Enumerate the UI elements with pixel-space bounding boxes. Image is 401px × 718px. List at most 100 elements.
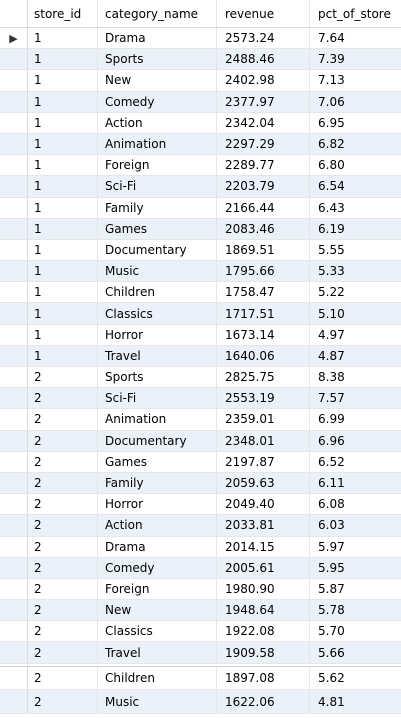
cell-revenue[interactable]: 2197.87 [217, 451, 310, 472]
cell-category-name[interactable]: Sci-Fi [98, 176, 217, 197]
cell-revenue[interactable]: 1640.06 [217, 345, 310, 366]
table-row[interactable]: 1 Comedy 2377.97 7.06 [0, 91, 401, 113]
column-header-category-name[interactable]: category_name [98, 0, 217, 27]
cell-category-name[interactable]: Family [98, 197, 217, 218]
row-gutter[interactable] [0, 472, 28, 494]
cell-store-id[interactable]: 2 [28, 515, 98, 536]
row-gutter[interactable] [0, 600, 28, 621]
row-gutter[interactable] [0, 218, 28, 239]
cell-category-name[interactable]: Sci-Fi [98, 388, 217, 409]
cell-category-name[interactable]: Family [98, 472, 217, 494]
cell-store-id[interactable]: 2 [28, 430, 98, 451]
cell-revenue[interactable]: 2203.79 [217, 176, 310, 197]
table-row[interactable]: 2 Comedy 2005.61 5.95 [0, 557, 401, 579]
row-gutter[interactable] [0, 409, 28, 430]
table-row[interactable]: 2 Drama 2014.15 5.97 [0, 536, 401, 558]
cell-category-name[interactable]: Comedy [98, 91, 217, 112]
cell-pct-of-store[interactable]: 6.08 [318, 497, 345, 512]
cell-revenue[interactable]: 1980.90 [217, 578, 310, 600]
cell-pct-of-store[interactable]: 7.39 [318, 52, 345, 67]
cell-revenue[interactable]: 2005.61 [217, 557, 310, 578]
cell-revenue[interactable]: 2359.01 [217, 409, 310, 430]
row-gutter[interactable] [0, 536, 28, 557]
cell-store-id[interactable]: 2 [28, 578, 98, 600]
cell-pct-of-store[interactable]: 5.10 [318, 306, 345, 321]
cell-store-id[interactable]: 1 [28, 345, 98, 366]
cell-store-id[interactable]: 1 [28, 112, 98, 133]
cell-category-name[interactable]: Games [98, 218, 217, 239]
cell-revenue[interactable]: 1758.47 [217, 282, 310, 303]
row-gutter[interactable] [0, 578, 28, 600]
row-gutter[interactable] [0, 430, 28, 451]
cell-category-name[interactable]: Comedy [98, 557, 217, 578]
current-row-indicator-icon[interactable]: ▶ [0, 28, 28, 49]
cell-revenue[interactable]: 1922.08 [217, 621, 310, 642]
row-gutter[interactable] [0, 494, 28, 515]
cell-pct-of-store[interactable]: 6.11 [318, 476, 345, 491]
row-gutter[interactable] [0, 557, 28, 578]
cell-store-id[interactable]: 2 [28, 494, 98, 515]
cell-revenue[interactable]: 2488.46 [217, 49, 310, 70]
cell-revenue[interactable]: 2289.77 [217, 155, 310, 176]
cell-category-name[interactable]: Classics [98, 621, 217, 642]
cell-revenue[interactable]: 2342.04 [217, 112, 310, 133]
cell-pct-of-store[interactable]: 5.55 [318, 242, 345, 257]
cell-pct-of-store[interactable]: 5.66 [318, 645, 345, 660]
cell-category-name[interactable]: Drama [98, 28, 217, 49]
cell-category-name[interactable]: Music [98, 261, 217, 282]
table-row[interactable]: 2 Horror 2049.40 6.08 [0, 494, 401, 516]
cell-store-id[interactable]: 1 [28, 282, 98, 303]
row-gutter[interactable] [0, 388, 28, 409]
cell-category-name[interactable]: Foreign [98, 155, 217, 176]
cell-pct-of-store[interactable]: 6.03 [318, 518, 345, 533]
cell-pct-of-store[interactable]: 6.95 [318, 115, 345, 130]
cell-revenue[interactable]: 1673.14 [217, 324, 310, 345]
cell-pct-of-store[interactable]: 5.97 [318, 539, 345, 554]
table-row[interactable]: 1 Music 1795.66 5.33 [0, 261, 401, 283]
table-row[interactable]: 2 Classics 1922.08 5.70 [0, 621, 401, 643]
table-row[interactable]: 1 Horror 1673.14 4.97 [0, 324, 401, 346]
cell-store-id[interactable]: 2 [28, 536, 98, 557]
table-row[interactable]: ▶ 1 Drama 2573.24 7.64 [0, 28, 401, 50]
cell-category-name[interactable]: Children [98, 282, 217, 303]
cell-revenue[interactable]: 2059.63 [217, 472, 310, 494]
row-gutter[interactable] [0, 70, 28, 91]
cell-pct-of-store[interactable]: 7.06 [318, 94, 345, 109]
row-gutter[interactable] [0, 282, 28, 303]
cell-category-name[interactable]: New [98, 600, 217, 621]
row-gutter[interactable] [0, 345, 28, 366]
cell-revenue[interactable]: 1909.58 [217, 642, 310, 663]
cell-store-id[interactable]: 2 [28, 642, 98, 663]
cell-revenue[interactable]: 2553.19 [217, 388, 310, 409]
table-row[interactable]: 1 Children 1758.47 5.22 [0, 282, 401, 304]
cell-store-id[interactable]: 1 [28, 197, 98, 218]
table-row[interactable]: 2 Sci-Fi 2553.19 7.57 [0, 388, 401, 410]
cell-pct-of-store[interactable]: 5.22 [318, 285, 345, 300]
cell-pct-of-store[interactable]: 6.99 [318, 412, 345, 427]
cell-store-id[interactable]: 2 [28, 388, 98, 409]
cell-category-name[interactable]: Children [98, 667, 217, 689]
cell-revenue[interactable]: 1795.66 [217, 261, 310, 282]
cell-store-id[interactable]: 1 [28, 261, 98, 282]
cell-pct-of-store[interactable]: 6.82 [318, 137, 345, 152]
row-gutter[interactable] [0, 451, 28, 472]
cell-pct-of-store[interactable]: 5.95 [318, 560, 345, 575]
row-gutter[interactable] [0, 642, 28, 663]
cell-category-name[interactable]: Documentary [98, 239, 217, 261]
cell-store-id[interactable]: 2 [28, 667, 98, 689]
cell-revenue[interactable]: 1948.64 [217, 600, 310, 621]
row-gutter[interactable] [0, 239, 28, 261]
cell-revenue[interactable]: 2297.29 [217, 133, 310, 155]
cell-category-name[interactable]: Action [98, 112, 217, 133]
cell-category-name[interactable]: Animation [98, 133, 217, 155]
cell-pct-of-store[interactable]: 4.87 [318, 348, 345, 363]
cell-store-id[interactable]: 1 [28, 176, 98, 197]
table-row[interactable]: 2 Music 1622.06 4.81 [0, 690, 401, 714]
cell-pct-of-store[interactable]: 7.13 [318, 73, 345, 88]
row-gutter[interactable] [0, 155, 28, 176]
cell-category-name[interactable]: Foreign [98, 578, 217, 600]
table-row[interactable]: 1 Action 2342.04 6.95 [0, 112, 401, 134]
cell-category-name[interactable]: Games [98, 451, 217, 472]
cell-store-id[interactable]: 1 [28, 70, 98, 91]
cell-revenue[interactable]: 2014.15 [217, 536, 310, 557]
